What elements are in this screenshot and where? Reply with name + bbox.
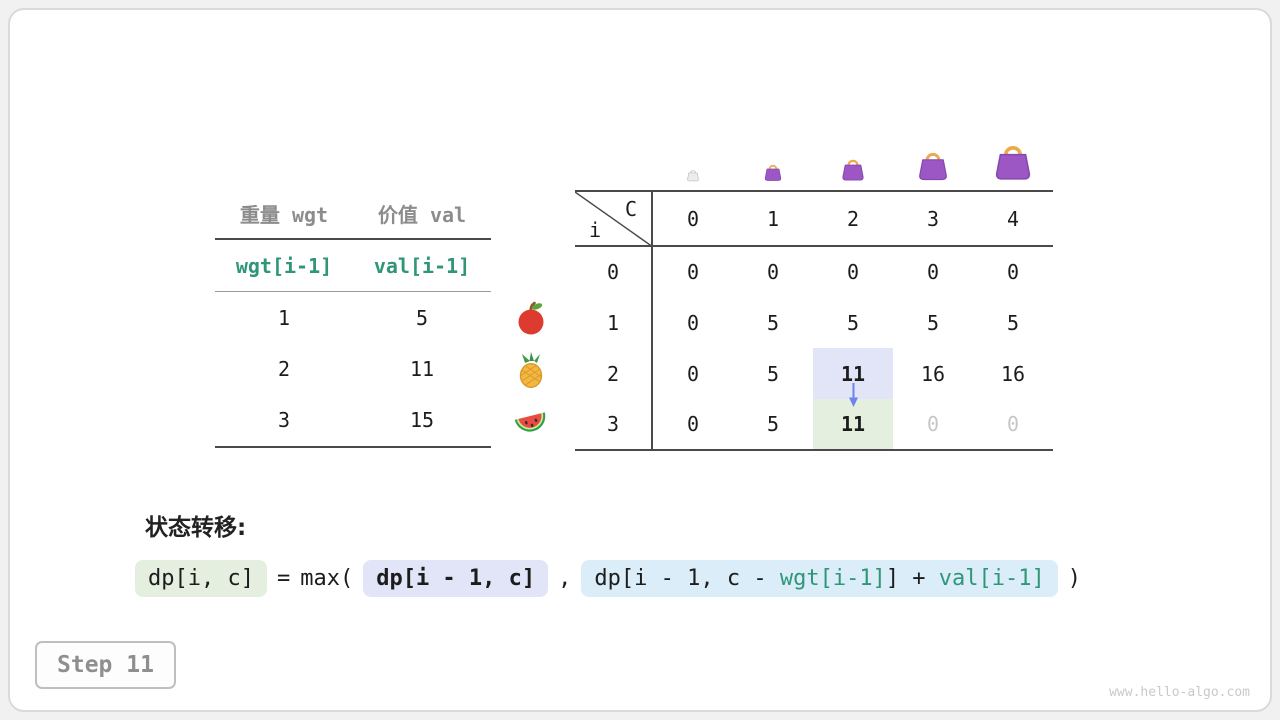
item-table: 重量 wgt 价值 val wgt[i-1] val[i-1] 1 5 2 11… — [215, 188, 491, 448]
formula-option2-wgt: wgt[i-1] — [779, 566, 886, 591]
step-badge: Step 11 — [35, 641, 176, 689]
item-row-1: 1 5 — [215, 292, 491, 343]
bag-capacity-1-icon — [764, 164, 782, 181]
capacity-header-0: 0 — [653, 192, 733, 247]
value-subheader: val[i-1] — [373, 253, 471, 278]
dp-cell-2-4: 16 — [1000, 361, 1026, 386]
formula-max-open: max( — [300, 566, 354, 591]
state-transition-formula: dp[i, c] = max( dp[i - 1, c] , dp[i - 1,… — [135, 560, 1081, 597]
bag-capacity-2-icon — [842, 159, 864, 181]
formula-option2-mid: ] + — [885, 566, 939, 591]
dp-cell-2-3: 16 — [920, 361, 946, 386]
item-table-header-row: 重量 wgt 价值 val — [215, 188, 491, 240]
item-row-3: 3 15 — [215, 394, 491, 446]
item-2-weight: 2 — [277, 356, 291, 381]
dp-cell-0-1: 0 — [766, 260, 780, 284]
item-2-value: 11 — [409, 356, 435, 381]
dp-cell-0-4: 0 — [1006, 260, 1020, 284]
corner-diagonal-line — [575, 192, 651, 246]
dp-cell-3-2-highlighted: 11 — [813, 399, 893, 449]
item-row-2: 2 11 — [215, 343, 491, 394]
formula-option2-prefix: dp[i - 1, c - — [594, 566, 780, 591]
dp-cell-3-4: 0 — [1006, 412, 1020, 436]
item-axis-label: i — [589, 218, 602, 242]
dp-cell-1-4: 5 — [1006, 310, 1020, 335]
dp-cell-1-2: 5 — [846, 310, 860, 335]
row-label-2: 2 — [575, 348, 653, 399]
item-table-subheader-row: wgt[i-1] val[i-1] — [215, 240, 491, 292]
dp-cell-1-1: 5 — [766, 310, 780, 335]
dp-table: C i 0 1 2 3 4 0 0 0 0 0 0 1 0 5 5 5 5 2 … — [575, 190, 1053, 451]
capacity-header-1: 1 — [733, 192, 813, 247]
dp-cell-0-3: 0 — [926, 260, 940, 284]
row-label-3: 3 — [575, 399, 653, 449]
bag-capacity-0-icon — [687, 170, 699, 182]
dp-corner-cell: C i — [575, 192, 653, 247]
dp-cell-2-1: 5 — [766, 361, 780, 386]
item-1-weight: 1 — [277, 305, 291, 330]
dp-cell-0-2: 0 — [846, 260, 860, 284]
dp-cell-0-0: 0 — [686, 260, 700, 284]
formula-close-paren: ) — [1067, 566, 1082, 591]
apple-icon — [518, 301, 544, 335]
dp-cell-2-0: 0 — [686, 361, 700, 386]
formula-lhs-chip: dp[i, c] — [135, 560, 267, 597]
formula-option1-chip: dp[i - 1, c] — [363, 560, 549, 597]
item-3-weight: 3 — [277, 408, 291, 432]
dp-cell-3-0: 0 — [686, 412, 700, 436]
capacity-header-2: 2 — [813, 192, 893, 247]
weight-column-header: 重量 wgt — [239, 202, 329, 227]
bag-capacity-4-icon — [995, 146, 1031, 180]
capacity-header-3: 3 — [893, 192, 973, 247]
watermark: www.hello-algo.com — [1109, 685, 1250, 700]
row-label-1: 1 — [575, 297, 653, 348]
bag-capacity-3-icon — [919, 152, 947, 181]
watermelon-icon — [514, 412, 546, 432]
item-3-value: 15 — [409, 408, 435, 432]
capacity-axis-label: C — [624, 197, 637, 221]
transition-arrow-icon — [849, 383, 858, 407]
capacity-header-4: 4 — [973, 192, 1053, 247]
pineapple-icon — [519, 352, 543, 388]
dp-cell-3-3: 0 — [926, 412, 940, 436]
formula-comma: , — [558, 566, 572, 591]
item-1-value: 5 — [415, 305, 429, 330]
weight-subheader: wgt[i-1] — [235, 253, 333, 278]
dp-cell-1-3: 5 — [926, 310, 940, 335]
state-transition-label: 状态转移: — [145, 515, 247, 541]
value-column-header: 价值 val — [377, 202, 467, 227]
formula-option2-chip: dp[i - 1, c - wgt[i-1]] + val[i-1] — [581, 560, 1058, 597]
formula-option2-val: val[i-1] — [938, 566, 1045, 591]
formula-equals: = — [276, 566, 291, 591]
dp-cell-1-0: 0 — [686, 310, 700, 335]
row-label-0: 0 — [575, 247, 653, 297]
dp-cell-3-1: 5 — [766, 412, 780, 436]
